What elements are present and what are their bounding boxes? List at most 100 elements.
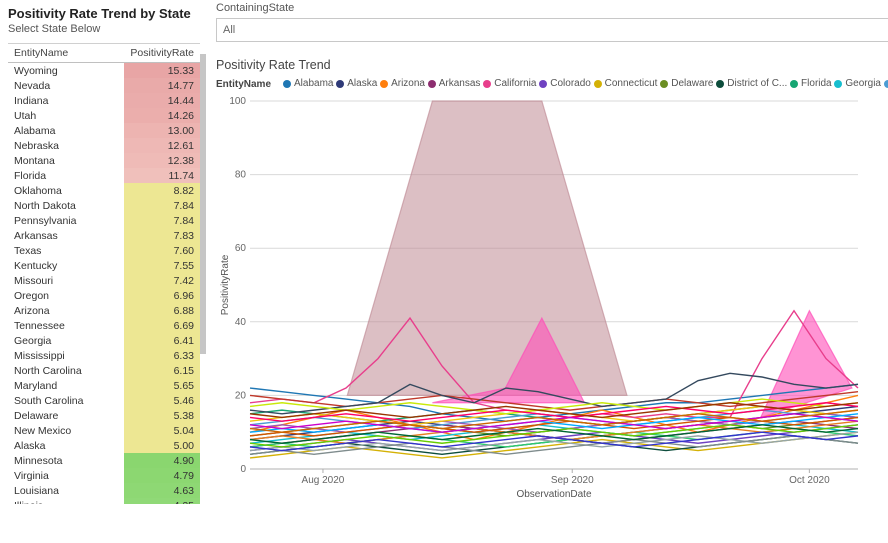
col-positivityrate[interactable]: PositivityRate bbox=[124, 44, 200, 63]
legend-item[interactable]: Connecticut bbox=[594, 78, 658, 89]
cell-entityname: Pennsylvania bbox=[8, 213, 124, 228]
cell-positivityrate: 6.15 bbox=[124, 363, 200, 378]
cell-positivityrate: 4.90 bbox=[124, 453, 200, 468]
legend-item-label: Alaska bbox=[347, 78, 377, 89]
table-row[interactable]: Pennsylvania7.84 bbox=[8, 213, 200, 228]
cell-positivityrate: 7.84 bbox=[124, 198, 200, 213]
svg-text:Sep 2020: Sep 2020 bbox=[551, 475, 594, 486]
table-row[interactable]: Georgia6.41 bbox=[8, 333, 200, 348]
table-row[interactable]: Delaware5.38 bbox=[8, 408, 200, 423]
cell-positivityrate: 7.55 bbox=[124, 258, 200, 273]
cell-entityname: Montana bbox=[8, 153, 124, 168]
table-row[interactable]: Montana12.38 bbox=[8, 153, 200, 168]
table-row[interactable]: Kentucky7.55 bbox=[8, 258, 200, 273]
legend-item-label: Florida bbox=[801, 78, 832, 89]
cell-entityname: Arkansas bbox=[8, 228, 124, 243]
table-row[interactable]: Wyoming15.33 bbox=[8, 63, 200, 79]
table-row[interactable]: Louisiana4.63 bbox=[8, 483, 200, 498]
cell-positivityrate: 14.26 bbox=[124, 108, 200, 123]
legend-item[interactable]: Colorado bbox=[539, 78, 591, 89]
col-entityname[interactable]: EntityName bbox=[8, 44, 124, 63]
legend-item[interactable]: Arkansas bbox=[428, 78, 481, 89]
cell-entityname: Alaska bbox=[8, 438, 124, 453]
cell-entityname: Missouri bbox=[8, 273, 124, 288]
table-row[interactable]: Mississippi6.33 bbox=[8, 348, 200, 363]
table-row[interactable]: Texas7.60 bbox=[8, 243, 200, 258]
legend-item[interactable]: Florida bbox=[790, 78, 832, 89]
table-row[interactable]: New Mexico5.04 bbox=[8, 423, 200, 438]
table-row[interactable]: South Carolina5.46 bbox=[8, 393, 200, 408]
legend-item[interactable]: Hawaii bbox=[884, 78, 888, 89]
table-row[interactable]: Oregon6.96 bbox=[8, 288, 200, 303]
legend-item[interactable]: Alabama bbox=[283, 78, 333, 89]
cell-positivityrate: 15.33 bbox=[124, 63, 200, 79]
legend-item[interactable]: Alaska bbox=[336, 78, 377, 89]
left-panel: Positivity Rate Trend by State Select St… bbox=[0, 0, 200, 543]
cell-entityname: Illinois bbox=[8, 498, 124, 504]
cell-entityname: Louisiana bbox=[8, 483, 124, 498]
legend-item-label: California bbox=[494, 78, 536, 89]
cell-entityname: Virginia bbox=[8, 468, 124, 483]
table-row[interactable]: Alabama13.00 bbox=[8, 123, 200, 138]
cell-entityname: Utah bbox=[8, 108, 124, 123]
table-row[interactable]: Maryland5.65 bbox=[8, 378, 200, 393]
cell-positivityrate: 8.82 bbox=[124, 183, 200, 198]
cell-positivityrate: 6.96 bbox=[124, 288, 200, 303]
table-row[interactable]: Tennessee6.69 bbox=[8, 318, 200, 333]
table-row[interactable]: Nebraska12.61 bbox=[8, 138, 200, 153]
legend-item-label: Alabama bbox=[294, 78, 333, 89]
legend-item[interactable]: District of C... bbox=[716, 78, 787, 89]
table-row[interactable]: Utah14.26 bbox=[8, 108, 200, 123]
table-row[interactable]: Oklahoma8.82 bbox=[8, 183, 200, 198]
chart-legend: EntityName Alabama Alaska Arizona Arkans… bbox=[216, 78, 888, 91]
legend-item-label: Delaware bbox=[671, 78, 713, 89]
cell-positivityrate: 14.44 bbox=[124, 93, 200, 108]
slicer-value: All bbox=[223, 24, 235, 36]
cell-positivityrate: 6.88 bbox=[124, 303, 200, 318]
legend-item-label: Georgia bbox=[845, 78, 881, 89]
line-chart[interactable]: 020406080100PositivityRateAug 2020Sep 20… bbox=[216, 95, 864, 505]
svg-text:100: 100 bbox=[229, 96, 246, 107]
table-row[interactable]: Nevada14.77 bbox=[8, 78, 200, 93]
cell-positivityrate: 7.42 bbox=[124, 273, 200, 288]
table-row[interactable]: North Dakota7.84 bbox=[8, 198, 200, 213]
table-row[interactable]: Virginia4.79 bbox=[8, 468, 200, 483]
legend-item[interactable]: Georgia bbox=[834, 78, 881, 89]
svg-text:Oct 2020: Oct 2020 bbox=[789, 475, 830, 486]
table-row[interactable]: Indiana14.44 bbox=[8, 93, 200, 108]
legend-dot-icon bbox=[884, 80, 888, 88]
cell-positivityrate: 7.84 bbox=[124, 213, 200, 228]
cell-entityname: Mississippi bbox=[8, 348, 124, 363]
legend-item-label: District of C... bbox=[727, 78, 787, 89]
legend-item[interactable]: Arizona bbox=[380, 78, 425, 89]
cell-entityname: Alabama bbox=[8, 123, 124, 138]
slicer-label: ContainingState bbox=[216, 2, 888, 14]
table-row[interactable]: Illinois4.25 bbox=[8, 498, 200, 504]
cell-positivityrate: 11.74 bbox=[124, 168, 200, 183]
legend-dot-icon bbox=[428, 80, 436, 88]
table-row[interactable]: Alaska5.00 bbox=[8, 438, 200, 453]
cell-positivityrate: 12.38 bbox=[124, 153, 200, 168]
svg-text:80: 80 bbox=[235, 169, 247, 180]
table-row[interactable]: Minnesota4.90 bbox=[8, 453, 200, 468]
svg-text:ObservationDate: ObservationDate bbox=[516, 489, 591, 500]
state-table: EntityName PositivityRate Wyoming15.33Ne… bbox=[8, 43, 200, 543]
legend-dot-icon bbox=[539, 80, 547, 88]
table-row[interactable]: Arkansas7.83 bbox=[8, 228, 200, 243]
legend-item[interactable]: Delaware bbox=[660, 78, 713, 89]
table-row[interactable]: North Carolina6.15 bbox=[8, 363, 200, 378]
svg-text:0: 0 bbox=[240, 464, 246, 475]
legend-item-label: Arkansas bbox=[439, 78, 481, 89]
legend-dot-icon bbox=[283, 80, 291, 88]
legend-dot-icon bbox=[834, 80, 842, 88]
cell-entityname: New Mexico bbox=[8, 423, 124, 438]
table-row[interactable]: Florida11.74 bbox=[8, 168, 200, 183]
legend-item-label: Arizona bbox=[391, 78, 425, 89]
table-row[interactable]: Missouri7.42 bbox=[8, 273, 200, 288]
table-row[interactable]: Arizona6.88 bbox=[8, 303, 200, 318]
cell-entityname: Florida bbox=[8, 168, 124, 183]
chart-container: Positivity Rate Trend EntityName Alabama… bbox=[210, 52, 888, 543]
legend-item[interactable]: California bbox=[483, 78, 536, 89]
slicer-containingstate[interactable]: All ⌄ bbox=[216, 18, 888, 42]
right-panel: ContainingState All ⌄ Positivity Rate Tr… bbox=[200, 0, 888, 543]
